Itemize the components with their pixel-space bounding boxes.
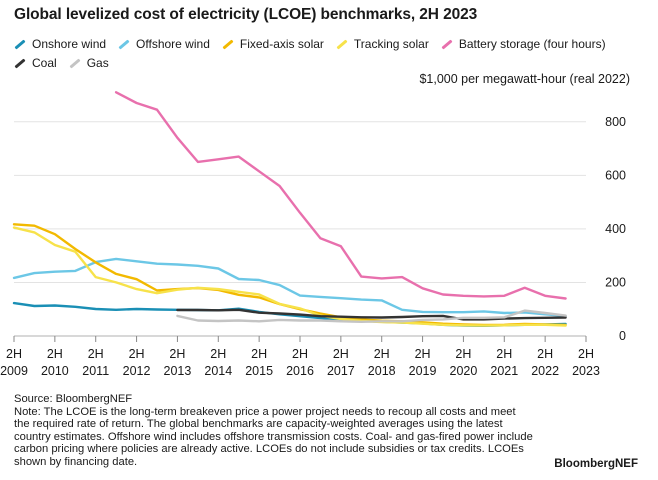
x-tick-label-half: 2H (415, 347, 431, 361)
legend-item-offshore-wind: Offshore wind (118, 36, 210, 53)
x-tick-label-half: 2H (88, 347, 104, 361)
x-tick-label-half: 2H (496, 347, 512, 361)
x-tick-label-year: 2016 (286, 364, 314, 378)
legend-label: Coal (32, 56, 57, 70)
legend-label: Battery storage (four hours) (458, 37, 606, 51)
x-tick-label-half: 2H (251, 347, 267, 361)
x-tick-label-year: 2013 (164, 364, 192, 378)
x-tick-label-half: 2H (333, 347, 349, 361)
y-tick-label-600: 600 (605, 168, 626, 182)
series-line-coal (176, 308, 567, 321)
x-tick-label-half: 2H (169, 347, 185, 361)
x-tick-label-year: 2012 (123, 364, 151, 378)
note-text: Note: The LCOE is the long-term breakeve… (14, 405, 533, 468)
x-tick-label-half: 2H (374, 347, 390, 361)
x-tick-label-year: 2022 (531, 364, 559, 378)
legend-item-gas: Gas (69, 55, 109, 72)
x-tick-label-year: 2011 (82, 364, 109, 378)
chart-footer: Source: BloombergNEF Note: The LCOE is t… (14, 393, 534, 469)
x-tick-label-half: 2H (578, 347, 594, 361)
series-line-battery-storage-four-hours (114, 91, 567, 300)
series-line-offshore-wind (12, 257, 567, 318)
x-tick-label-half: 2H (292, 347, 308, 361)
legend-label: Fixed-axis solar (239, 37, 324, 51)
grid-layer (14, 121, 586, 337)
x-tick-label-half: 2H (6, 347, 22, 361)
x-tick-labels: 2H 2009 2H 2010 2H 2011 2H 2012 2H 2013 2H 2014 2H 20… (0, 336, 600, 378)
x-tick-label-year: 2021 (490, 364, 518, 378)
x-tick-label-half: 2H (455, 347, 471, 361)
source-text: Source: BloombergNEF (14, 393, 133, 405)
x-tick-label-year: 2017 (327, 364, 355, 378)
y-tick-label-400: 400 (605, 222, 626, 236)
x-tick-label-year: 2014 (204, 364, 232, 378)
x-tick-label-half: 2H (47, 347, 63, 361)
x-tick-label-year: 2023 (572, 364, 600, 378)
x-tick-label-half: 2H (537, 347, 553, 361)
y-tick-labels: 0 200 400 600 800 (605, 115, 626, 343)
series-layer (12, 91, 567, 327)
legend-item-tracking-solar: Tracking solar (336, 36, 429, 53)
x-tick-label-year: 2020 (450, 364, 478, 378)
series-line-gas (176, 309, 567, 323)
legend-label: Gas (86, 56, 109, 70)
chart-title: Global levelized cost of electricity (LC… (14, 6, 478, 23)
legend-label: Offshore wind (136, 37, 210, 51)
x-tick-label-year: 2015 (245, 364, 273, 378)
series-line-tracking-solar (12, 226, 567, 327)
brand-logo-text: BloombergNEF (554, 458, 638, 470)
x-tick-label-year: 2018 (368, 364, 396, 378)
y-tick-label-0: 0 (619, 329, 626, 343)
legend-item-fixed-axis-solar: Fixed-axis solar (222, 36, 324, 53)
legend-item-coal: Coal (14, 55, 57, 72)
legend-label: Onshore wind (32, 37, 107, 51)
legend-label: Tracking solar (353, 37, 429, 51)
legend-item-battery-storage-four-hours: Battery storage (four hours) (441, 36, 606, 53)
y-tick-label-800: 800 (605, 115, 626, 129)
x-tick-label-year: 2010 (41, 364, 69, 378)
legend-item-onshore-wind: Onshore wind (14, 36, 106, 53)
y-axis-unit-label: $1,000 per megawatt-hour (real 2022) (419, 72, 630, 86)
y-tick-label-200: 200 (605, 275, 626, 289)
x-tick-label-year: 2009 (0, 364, 28, 378)
x-tick-label-year: 2019 (409, 364, 437, 378)
x-tick-label-half: 2H (210, 347, 226, 361)
legend: Onshore wind Offshore wind Fixed-axis sola… (14, 34, 644, 72)
x-tick-label-half: 2H (129, 347, 145, 361)
